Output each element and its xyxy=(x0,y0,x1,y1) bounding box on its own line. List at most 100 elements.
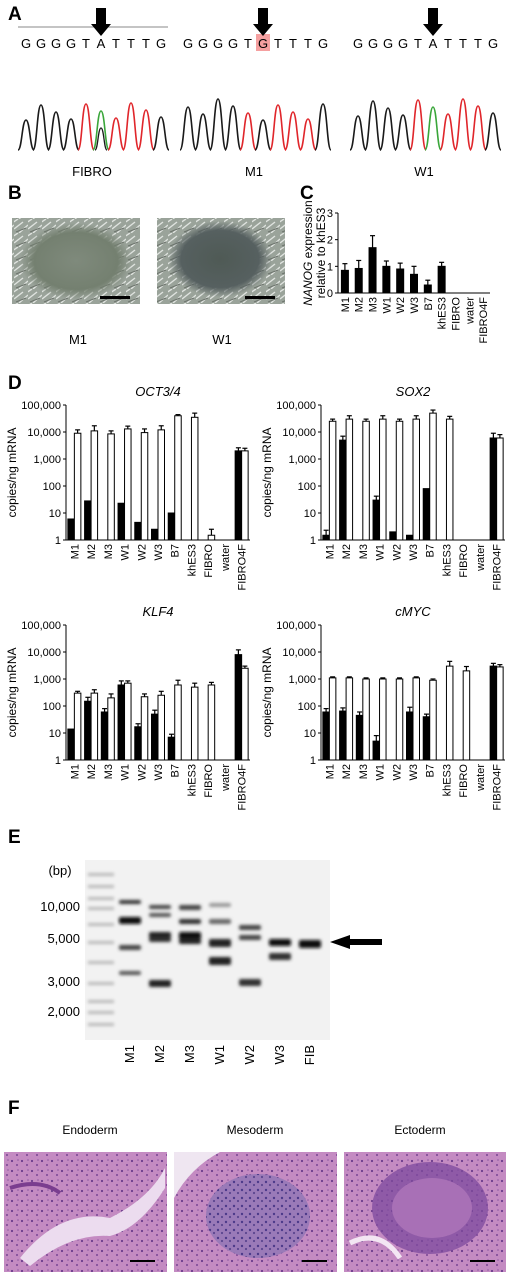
micrograph-label-m1: M1 xyxy=(68,332,88,347)
bar xyxy=(382,265,391,294)
base-G: G xyxy=(318,36,328,51)
y-tick-label: 1 xyxy=(55,755,61,767)
y-axis-label-line2: relative to khES3 xyxy=(314,207,328,298)
scale-bar xyxy=(130,1260,155,1262)
bar xyxy=(124,428,132,541)
peak-T xyxy=(107,117,125,151)
bar xyxy=(84,700,92,761)
arrow-down-icon xyxy=(91,8,111,36)
panel-letter-e: E xyxy=(8,827,21,848)
lane-label: M2 xyxy=(152,1045,167,1063)
y-tick-label: 1,000 xyxy=(33,674,61,686)
base-T: T xyxy=(414,36,422,51)
chart-d-oct34: 1 10 100 1,000 10,000 100,000 M1 M2 M3 W1 W2 W3 B7 kh… xyxy=(5,385,250,590)
base-T: T xyxy=(112,36,120,51)
ladder-band xyxy=(88,941,114,944)
gel-band xyxy=(149,913,171,917)
x-tick-label: khES3 xyxy=(441,764,453,796)
bar xyxy=(328,677,337,761)
histology-label-mesoderm: Mesoderm xyxy=(226,1123,284,1137)
histology-label-endoderm: Endoderm xyxy=(62,1123,118,1137)
bar xyxy=(90,430,99,541)
bar xyxy=(107,433,115,541)
bar xyxy=(339,710,347,761)
bar xyxy=(422,716,431,761)
base-T: T xyxy=(304,36,312,51)
base-G: G xyxy=(383,36,393,51)
x-tick-label: FIBRO xyxy=(203,544,215,578)
bar xyxy=(107,697,115,761)
gel-band xyxy=(269,953,291,960)
peak-G xyxy=(209,98,227,151)
y-tick-label: 1 xyxy=(310,535,316,547)
y-tick-label: 10 xyxy=(304,728,316,740)
gel-band xyxy=(179,932,201,939)
gel-unit-label: (bp) xyxy=(48,863,71,878)
gel-band xyxy=(149,905,171,909)
y-tick-label: 1 xyxy=(327,261,333,273)
peak-T xyxy=(469,105,487,151)
x-tick-label: M3 xyxy=(368,297,380,312)
y-tick-label: 0 xyxy=(327,288,333,300)
y-tick-label: 1 xyxy=(310,755,316,767)
bar xyxy=(174,684,182,761)
bar xyxy=(241,667,249,761)
x-tick-label: FIBRO4F xyxy=(492,764,504,811)
base-G: G xyxy=(21,36,31,51)
series-black xyxy=(340,235,446,294)
x-tick-label: W1 xyxy=(120,764,132,781)
bar xyxy=(396,268,405,294)
bar xyxy=(207,684,216,761)
x-tick-label: B7 xyxy=(425,764,437,777)
secondary-peak xyxy=(94,127,108,151)
trace-label: FIBRO xyxy=(72,164,112,179)
y-tick-label: 10,000 xyxy=(282,427,316,439)
peak-G xyxy=(179,106,197,151)
gel-band xyxy=(119,917,141,924)
lane-label: FIB xyxy=(302,1045,317,1065)
y-tick-label: 10,000 xyxy=(27,427,61,439)
base-T: T xyxy=(459,36,467,51)
y-tick-label: 2 xyxy=(327,235,333,247)
bar xyxy=(410,273,418,294)
bar xyxy=(445,665,454,761)
x-tick-label: FIBRO xyxy=(203,764,215,798)
bar xyxy=(406,711,414,761)
x-tick-label: W1 xyxy=(381,297,393,314)
bar xyxy=(328,420,337,541)
base-A: A xyxy=(429,36,438,51)
panel-letter-c: C xyxy=(300,183,314,204)
x-tick-label: FIBRO4F xyxy=(478,297,490,344)
peak-A xyxy=(424,106,442,151)
peak-G xyxy=(254,119,272,151)
gel-band xyxy=(149,937,171,942)
y-tick-label: 100 xyxy=(298,701,316,713)
histology-ectoderm xyxy=(344,1152,506,1272)
base-T: T xyxy=(142,36,150,51)
x-tick-label: W2 xyxy=(391,764,403,781)
x-tick-label: M2 xyxy=(341,544,353,559)
x-tick-label: FIBRO4F xyxy=(237,764,249,811)
peak-T xyxy=(77,103,95,151)
y-tick-label: 10 xyxy=(304,508,316,520)
y-tick-label: 10,000 xyxy=(27,647,61,659)
gel-band xyxy=(209,903,231,907)
histology-mesoderm xyxy=(174,1152,337,1272)
x-tick-label: M2 xyxy=(341,764,353,779)
bar xyxy=(395,678,404,761)
ladder-band xyxy=(88,907,114,910)
base-G: G xyxy=(488,36,498,51)
x-tick-label: khES3 xyxy=(186,544,198,576)
base-T: T xyxy=(82,36,90,51)
x-tick-label: M3 xyxy=(358,764,370,779)
bar xyxy=(345,418,354,541)
y-tick-label: 1,000 xyxy=(288,454,316,466)
y-tick-label: 3 xyxy=(327,208,333,220)
bar xyxy=(462,670,471,761)
x-tick-label: M3 xyxy=(103,544,115,559)
bar xyxy=(234,654,243,761)
lane-label: W2 xyxy=(242,1045,257,1065)
gel-band xyxy=(119,900,141,904)
bar xyxy=(241,450,249,541)
peak-G xyxy=(379,107,397,151)
